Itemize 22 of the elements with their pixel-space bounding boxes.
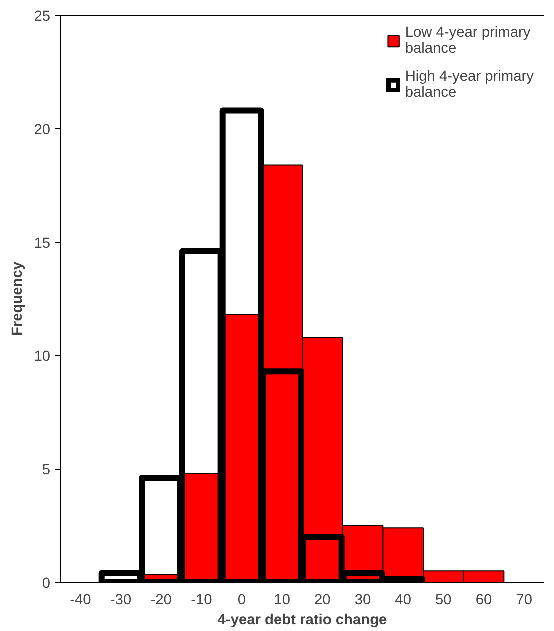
x-tick-label: 30: [354, 592, 372, 608]
x-tick-label: -30: [110, 592, 132, 608]
x-tick-label: 40: [395, 592, 412, 608]
y-tick-label: 15: [34, 236, 51, 252]
y-axis-title: Frequency: [10, 261, 26, 336]
y-tick-label: 25: [34, 9, 51, 25]
x-axis-title: 4-year debt ratio change: [218, 612, 388, 628]
x-tick-label: 10: [274, 592, 290, 608]
x-tick-label: 20: [314, 592, 331, 608]
x-tick-label: 50: [436, 592, 452, 608]
legend-label: Low 4-year primary balance: [405, 25, 531, 57]
x-tick-label: -40: [70, 592, 92, 608]
x-tick-label: -20: [150, 592, 172, 608]
y-tick-label: 5: [42, 462, 51, 479]
y-tick-label: 10: [34, 349, 51, 366]
legend-label: High 4-year primary balance: [405, 69, 534, 101]
x-tick-label: 0: [238, 592, 246, 608]
x-tick-label: 60: [476, 592, 492, 608]
y-tick-label: 0: [42, 576, 51, 592]
x-tick-label: 70: [516, 592, 532, 608]
x-tick-label: -10: [191, 592, 212, 608]
y-tick-label: 20: [34, 122, 51, 138]
